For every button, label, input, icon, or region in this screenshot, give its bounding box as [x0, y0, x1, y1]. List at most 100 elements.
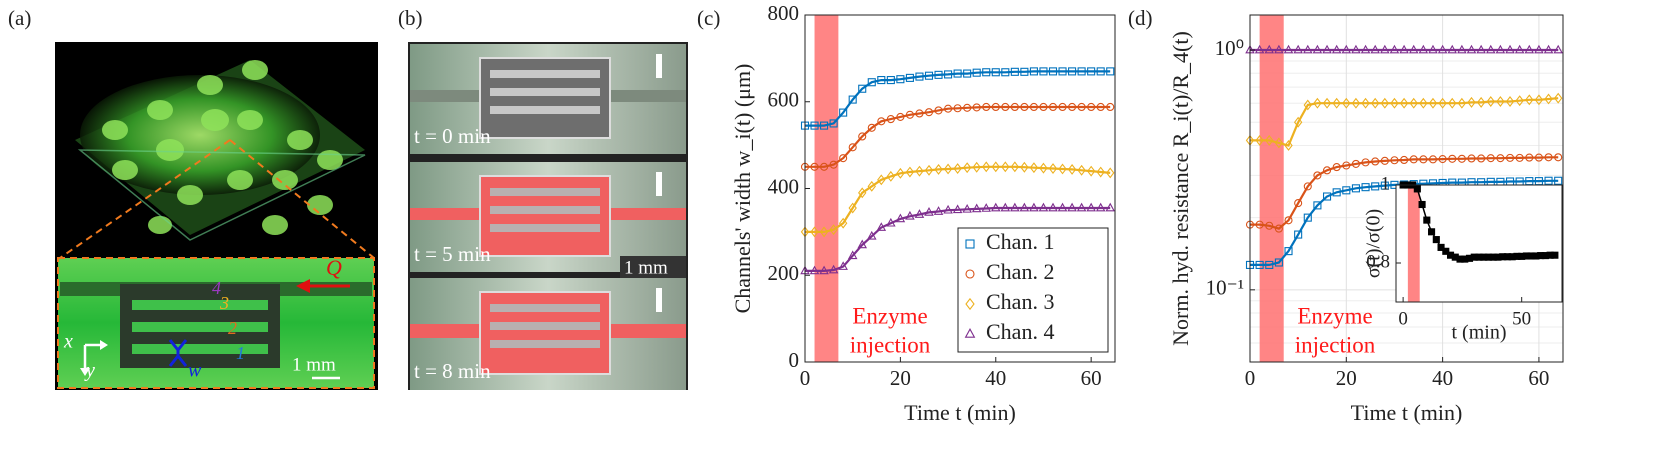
data-marker [1437, 243, 1445, 251]
channel-number: 2 [228, 318, 237, 338]
data-marker [1515, 95, 1524, 107]
data-marker [1505, 44, 1515, 54]
data-marker [905, 73, 914, 82]
data-marker [1351, 184, 1360, 193]
data-marker [1058, 102, 1067, 112]
data-marker [1274, 258, 1283, 267]
data-marker [1448, 154, 1457, 163]
channel-number: 3 [219, 293, 229, 313]
data-marker [952, 204, 963, 214]
data-marker [877, 174, 886, 186]
data-marker [1274, 44, 1284, 54]
data-marker [1418, 200, 1426, 209]
data-marker [1010, 202, 1020, 212]
data-marker [1554, 153, 1563, 162]
legend-label: Chan. 4 [986, 319, 1054, 344]
photo-b [408, 42, 688, 390]
data-marker [963, 69, 972, 78]
data-marker [1086, 202, 1096, 212]
legend-label: Chan. 2 [986, 259, 1054, 284]
axis-x-label: x [63, 331, 73, 353]
x-tick-label: 20 [1336, 366, 1357, 390]
data-marker [1419, 97, 1428, 109]
annotation: injection [850, 332, 931, 357]
data-marker [1408, 44, 1419, 54]
data-marker [972, 161, 981, 173]
data-marker [982, 68, 991, 77]
data-marker [1312, 44, 1323, 54]
panel-label: (c) [697, 6, 720, 30]
data-marker [1437, 44, 1448, 54]
data-marker [1380, 97, 1390, 109]
y-tick-label: 600 [768, 88, 800, 112]
data-marker [963, 103, 972, 112]
data-marker [1048, 202, 1058, 212]
data-marker [1390, 97, 1399, 109]
data-marker [1409, 155, 1418, 164]
data-marker [1274, 224, 1283, 233]
data-marker [1428, 44, 1438, 54]
data-marker [1106, 167, 1115, 179]
photo-a [55, 42, 378, 390]
data-marker [1067, 202, 1077, 212]
data-marker [962, 162, 972, 174]
x-tick-label: 60 [1528, 366, 1549, 390]
data-marker [1332, 163, 1341, 172]
data-marker [953, 163, 962, 174]
data-marker [1544, 176, 1553, 185]
data-marker [895, 213, 906, 223]
data-marker [857, 239, 868, 249]
annotation: Enzyme [1297, 303, 1372, 328]
data-marker [1322, 192, 1332, 201]
data-marker [1457, 154, 1466, 163]
data-marker [1001, 161, 1010, 173]
data-marker [943, 204, 953, 214]
axis-y-label: y [84, 360, 95, 382]
data-marker [1010, 161, 1020, 173]
data-marker [867, 123, 876, 132]
data-marker [1331, 44, 1342, 54]
data-marker [1077, 164, 1086, 176]
data-marker [1303, 182, 1312, 191]
data-marker [972, 103, 981, 112]
data-marker [1399, 97, 1409, 109]
y-axis-label: Norm. hyd. resistance R_i(t)/R_4(t) [1168, 31, 1193, 346]
data-marker [982, 102, 991, 112]
data-marker [848, 95, 857, 104]
data-marker [1303, 99, 1312, 111]
data-marker [848, 202, 857, 214]
x-tick-label: 60 [1081, 366, 1102, 390]
data-marker [1095, 202, 1106, 212]
data-marker [1058, 67, 1067, 76]
data-marker [1361, 183, 1370, 192]
data-marker [934, 70, 943, 79]
data-marker [819, 265, 829, 275]
data-marker [905, 110, 914, 119]
data-marker [1284, 216, 1293, 225]
data-marker [1428, 228, 1436, 236]
data-marker [1293, 116, 1303, 128]
data-marker [965, 269, 975, 279]
data-marker [867, 180, 876, 192]
data-marker [1106, 102, 1115, 112]
flow-label: Q [326, 255, 342, 280]
data-marker [1068, 67, 1077, 76]
data-marker [1351, 97, 1361, 109]
data-marker [1322, 97, 1332, 109]
data-marker [858, 132, 867, 141]
data-marker [1380, 156, 1389, 165]
data-marker [915, 109, 924, 118]
data-marker [848, 143, 857, 152]
data-marker [915, 72, 924, 81]
y-tick-label: 800 [768, 1, 800, 25]
data-marker [1332, 188, 1341, 197]
data-marker [1048, 163, 1058, 174]
axes-box [1395, 184, 1563, 303]
data-marker [1255, 220, 1264, 229]
x-axis-label: t (min) [1452, 322, 1507, 344]
x-tick-label: 0 [1245, 366, 1256, 390]
channel-number: 4 [212, 278, 221, 298]
data-marker [1274, 137, 1284, 149]
data-marker [1283, 44, 1294, 54]
